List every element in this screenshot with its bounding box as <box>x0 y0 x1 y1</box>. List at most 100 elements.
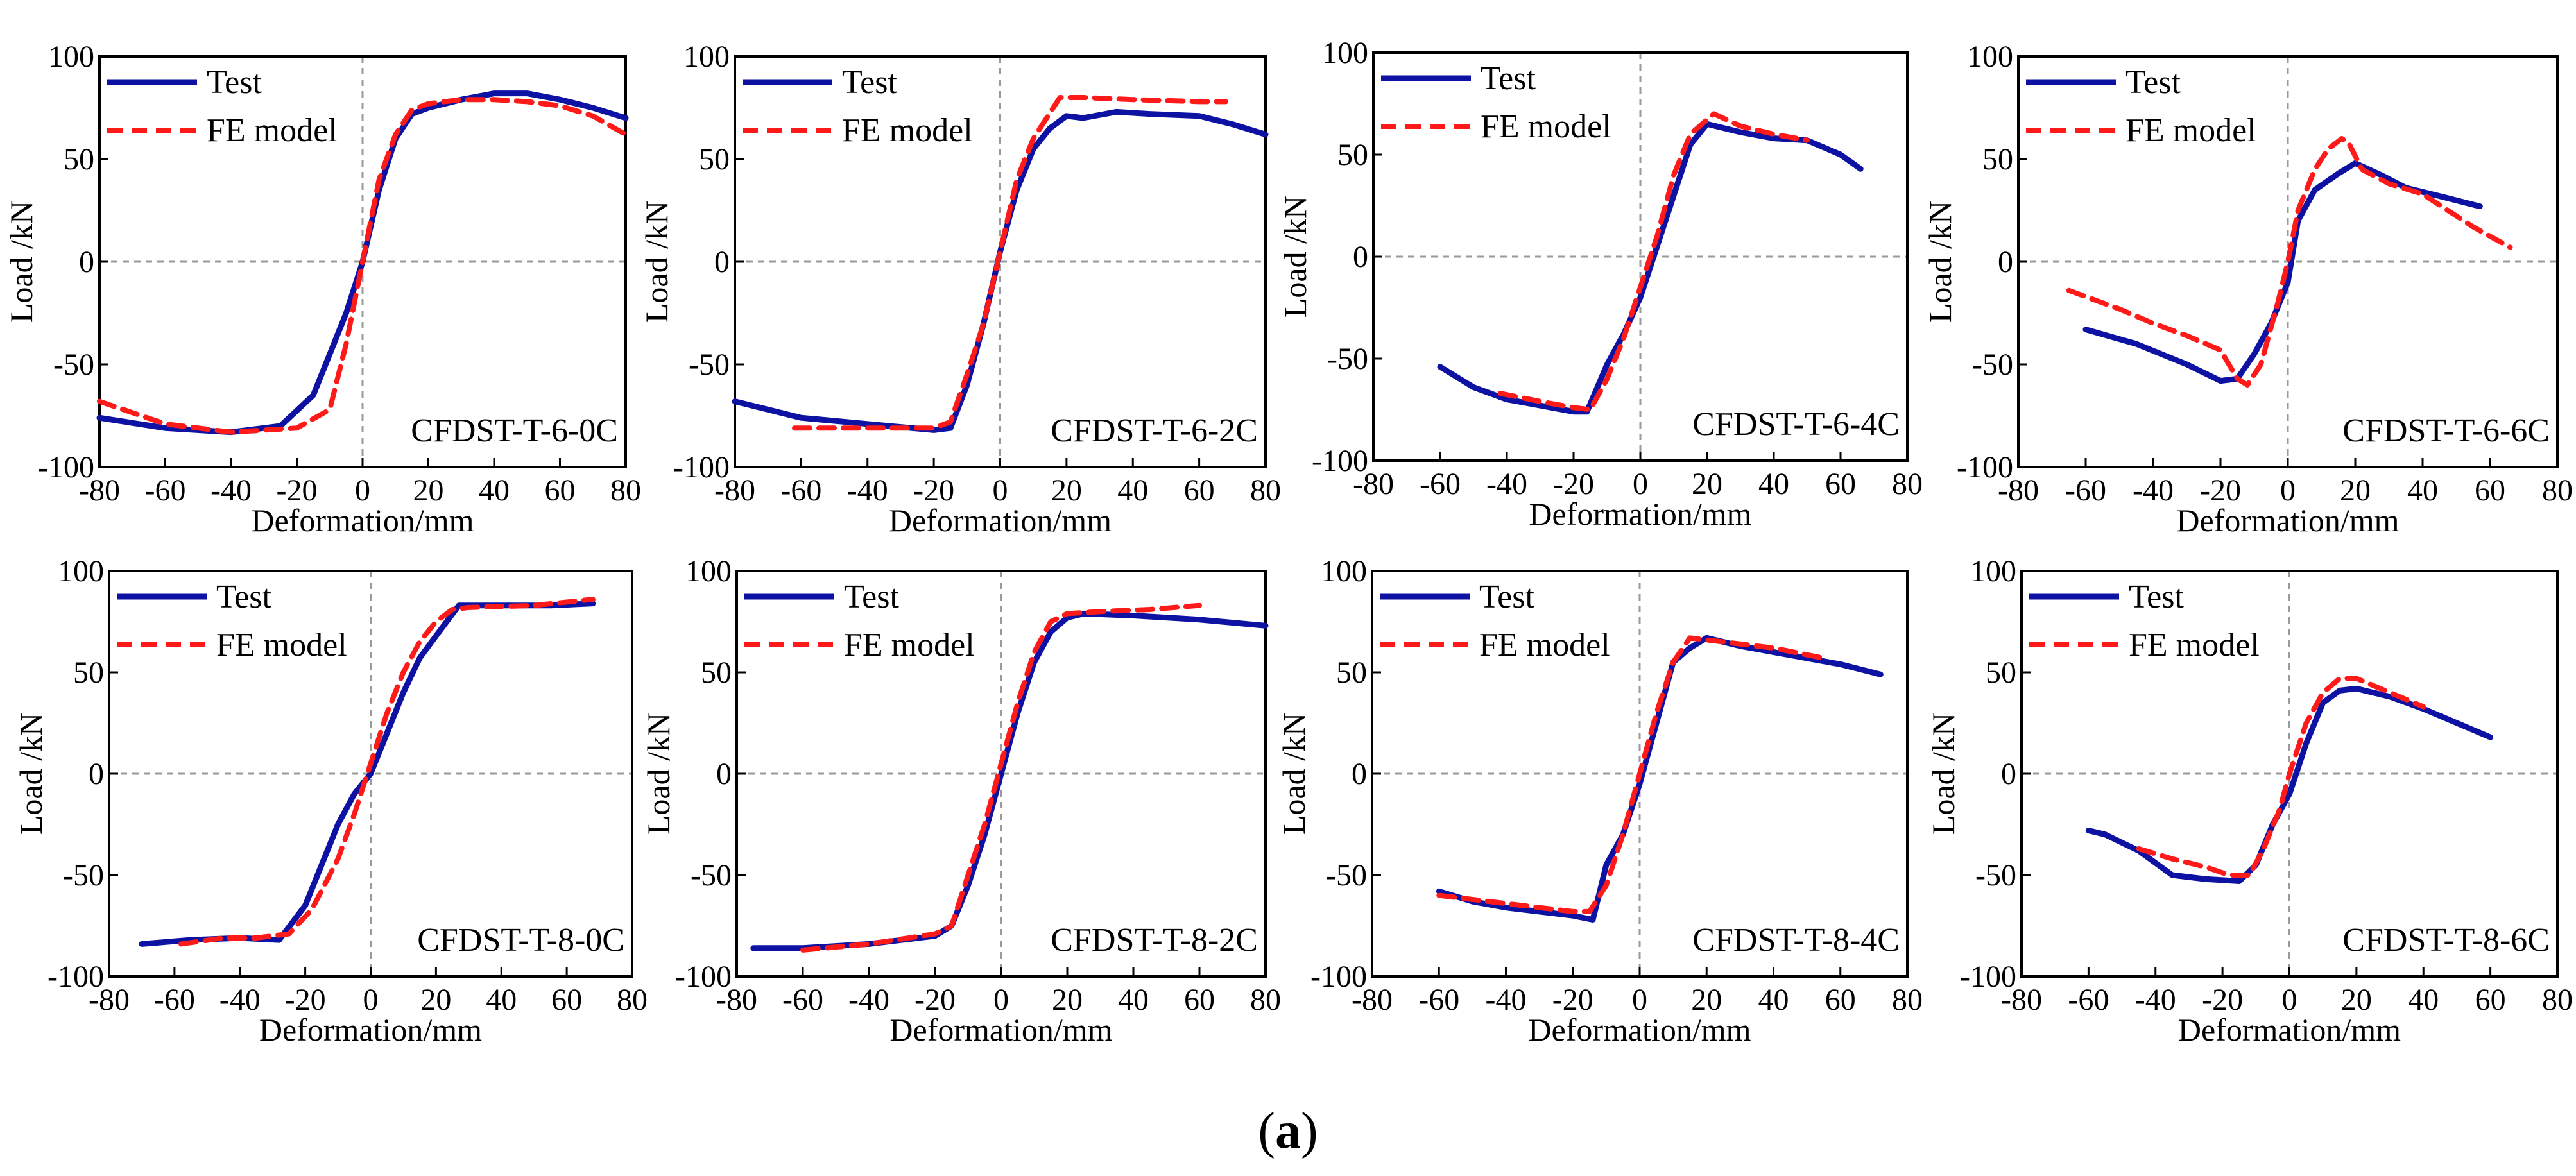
x-tick-label: 0 <box>993 473 1008 507</box>
x-tick-label: -20 <box>2200 473 2241 507</box>
x-tick-label: -20 <box>285 983 326 1017</box>
chart-cfdst-t-6-6c: -80 -60 -40 -20 0 20 40 60 80 100 50 0 -50 -100 Deform… <box>1922 40 2573 538</box>
x-tick-label: -40 <box>848 983 889 1017</box>
y-tick-label: -100 <box>47 960 104 994</box>
y-tick-label: -50 <box>1972 348 2013 382</box>
chart-cfdst-t-8-0c: -80 -60 -40 -20 0 20 40 60 80 100 50 0 -50 -100 Deform… <box>13 554 648 1048</box>
x-axis-label: Deformation/mm <box>889 502 1112 538</box>
x-tick-label: -40 <box>2135 983 2176 1017</box>
x-tick-label: 80 <box>1250 473 1281 507</box>
x-tick-label: -80 <box>1998 473 2039 507</box>
x-tick-label: 20 <box>1692 467 1722 501</box>
y-tick-label: 0 <box>1353 240 1368 274</box>
x-tick-label: -80 <box>2001 983 2042 1017</box>
x-tick-label: 0 <box>355 473 370 507</box>
y-tick-label: 50 <box>699 142 730 176</box>
x-tick-label: 80 <box>1250 983 1281 1017</box>
specimen-annotation: CFDST-T-8-4C <box>1692 922 1900 959</box>
x-tick-label: 60 <box>1825 983 1856 1017</box>
fe-model-series-line <box>800 602 1202 953</box>
y-tick-label: 100 <box>1322 36 1368 70</box>
legend-fe-label: FE model <box>216 627 347 663</box>
x-tick-label: 80 <box>610 473 641 507</box>
x-tick-label: 40 <box>1758 983 1789 1017</box>
x-tick-label: -40 <box>2133 473 2174 507</box>
y-tick-label: 0 <box>79 245 94 279</box>
test-series-line <box>1437 121 1864 415</box>
x-tick-label: 60 <box>1184 983 1215 1017</box>
y-tick-label: -100 <box>1960 960 2016 994</box>
y-tick-label: -50 <box>63 858 104 892</box>
x-tick-label: -40 <box>210 473 252 507</box>
x-tick-label: 0 <box>993 983 1009 1017</box>
y-tick-label: -50 <box>689 348 730 382</box>
x-tick-label: -80 <box>89 983 130 1017</box>
legend-fe-label: FE model <box>207 112 338 149</box>
y-tick-label: 50 <box>73 656 104 690</box>
x-tick-label: 80 <box>2542 983 2573 1017</box>
x-tick-label: 20 <box>413 473 444 507</box>
y-tick-label: 100 <box>685 554 732 588</box>
legend-fe-label: FE model <box>842 112 973 149</box>
specimen-annotation: CFDST-T-6-6C <box>2342 413 2550 449</box>
fe-model-series-line <box>2136 676 2426 878</box>
y-tick-label: 0 <box>89 757 104 791</box>
y-tick-label: -100 <box>675 960 732 994</box>
x-tick-label: 20 <box>1691 983 1722 1017</box>
specimen-annotation: CFDST-T-8-0C <box>417 922 624 959</box>
y-axis-label: Load /kN <box>1276 713 1312 835</box>
x-tick-label: 20 <box>2341 983 2372 1017</box>
y-axis-label: Load /kN <box>1922 201 1958 323</box>
x-tick-label: 40 <box>486 983 517 1017</box>
x-tick-label: -60 <box>2065 473 2106 507</box>
x-tick-label: -80 <box>1353 467 1394 501</box>
y-tick-label: 0 <box>716 757 732 791</box>
x-tick-label: -20 <box>277 473 318 507</box>
x-axis-label: Deformation/mm <box>2176 502 2399 538</box>
y-tick-label: 100 <box>1967 40 2013 74</box>
caption-label: a <box>1275 1103 1301 1159</box>
x-axis-label: Deformation/mm <box>1528 1012 1751 1048</box>
caption-close: ) <box>1301 1103 1318 1159</box>
x-tick-label: -40 <box>1486 467 1527 501</box>
fe-model-series-line <box>1497 111 1810 413</box>
x-tick-label: 0 <box>363 983 379 1017</box>
specimen-annotation: CFDST-T-6-4C <box>1692 406 1900 443</box>
legend-fe-label: FE model <box>2129 627 2260 663</box>
test-series-line <box>1436 635 1884 923</box>
x-tick-label: 40 <box>479 473 510 507</box>
x-tick-label: -60 <box>1420 467 1461 501</box>
x-tick-label: -60 <box>154 983 195 1017</box>
chart-cfdst-t-8-4c: -80 -60 -40 -20 0 20 40 60 80 100 50 0 -50 -100 Deform… <box>1276 554 1923 1048</box>
specimen-annotation: CFDST-T-6-2C <box>1051 413 1258 449</box>
x-tick-label: 80 <box>1892 467 1923 501</box>
x-tick-label: -20 <box>914 983 956 1017</box>
chart-cfdst-t-8-6c: -80 -60 -40 -20 0 20 40 60 80 100 50 0 -50 -100 Deform… <box>1925 554 2573 1048</box>
specimen-annotation: CFDST-T-8-2C <box>1051 922 1258 959</box>
x-tick-label: 80 <box>617 983 648 1017</box>
y-tick-label: -100 <box>1312 444 1368 478</box>
y-tick-label: -50 <box>53 348 94 382</box>
legend-test-label: Test <box>1481 60 1536 97</box>
caption-open: ( <box>1258 1103 1275 1159</box>
y-tick-label: 50 <box>1336 656 1367 690</box>
x-tick-label: 60 <box>1184 473 1215 507</box>
legend-test-label: Test <box>842 64 897 101</box>
x-tick-label: -20 <box>1553 467 1594 501</box>
x-tick-label: -40 <box>847 473 888 507</box>
y-axis-label: Load /kN <box>639 201 674 323</box>
x-tick-label: 40 <box>1118 983 1149 1017</box>
x-tick-label: 40 <box>1758 467 1789 501</box>
y-tick-label: -100 <box>1310 960 1367 994</box>
legend-test-label: Test <box>2129 579 2184 615</box>
y-tick-label: -100 <box>38 450 94 484</box>
x-tick-label: -80 <box>714 473 755 507</box>
y-tick-label: 0 <box>2001 757 2016 791</box>
chart-cfdst-t-6-4c: -80 -60 -40 -20 0 20 40 60 80 100 50 0 -50 -100 Deform… <box>1277 36 1923 532</box>
x-tick-label: 40 <box>1117 473 1148 507</box>
legend-test-label: Test <box>844 579 899 615</box>
figure-caption: (a) <box>0 1102 2576 1161</box>
fe-model-series-line <box>1436 635 1826 914</box>
y-tick-label: 50 <box>1982 142 2013 176</box>
x-tick-label: -80 <box>716 983 757 1017</box>
